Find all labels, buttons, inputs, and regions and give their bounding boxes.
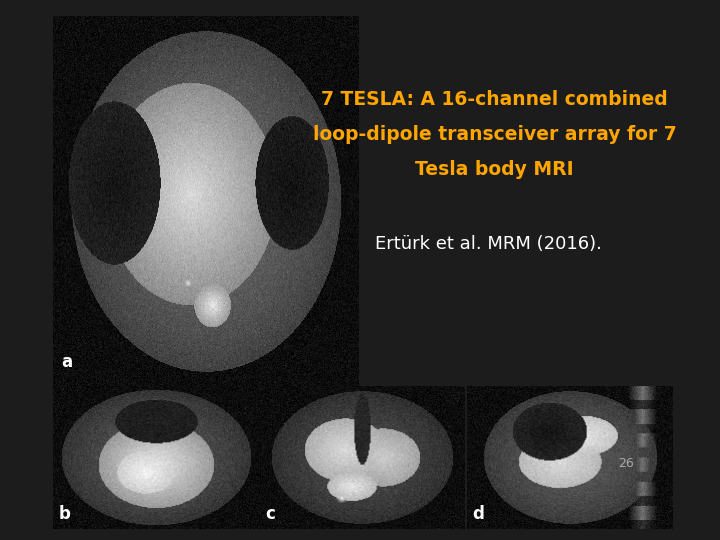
Text: Tesla body MRI: Tesla body MRI xyxy=(415,160,574,179)
Text: Ertürk et al. MRM (2016).: Ertürk et al. MRM (2016). xyxy=(374,235,601,253)
Text: 26: 26 xyxy=(618,457,634,470)
Text: loop-dipole transceiver array for 7: loop-dipole transceiver array for 7 xyxy=(312,125,676,144)
Text: 7 TESLA: A 16-channel combined: 7 TESLA: A 16-channel combined xyxy=(321,90,668,109)
Text: b: b xyxy=(59,505,71,523)
Text: d: d xyxy=(473,505,485,523)
Text: a: a xyxy=(62,353,73,372)
Text: c: c xyxy=(266,505,275,523)
